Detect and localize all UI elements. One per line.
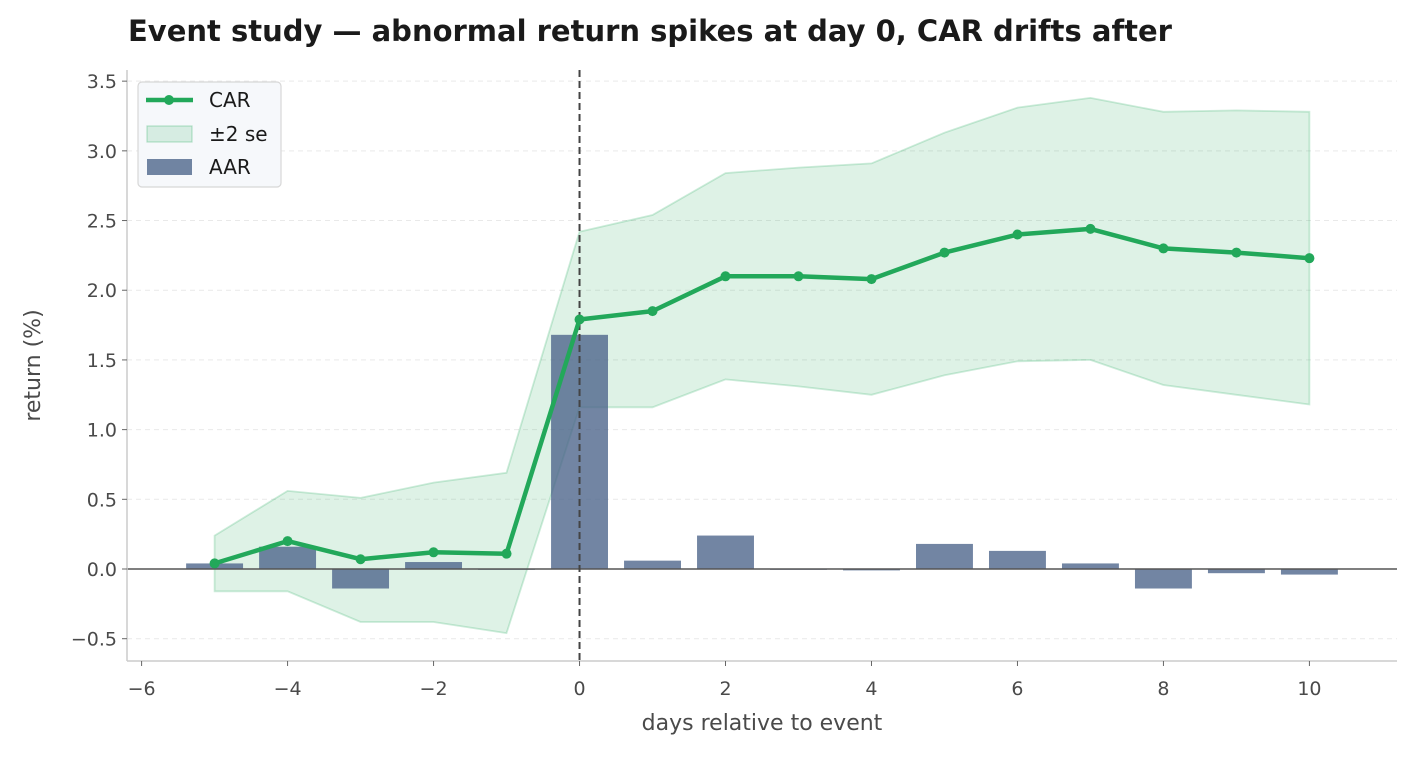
legend-aar-label: AAR <box>209 155 251 179</box>
y-tick-label: 1.0 <box>87 420 117 442</box>
legend-car-label: CAR <box>209 88 251 112</box>
x-tick-label: −6 <box>128 678 156 700</box>
aar-bar-day--2 <box>405 562 463 570</box>
legend-car-marker <box>164 95 174 105</box>
y-tick-label: −0.5 <box>71 629 117 651</box>
x-tick-label: 8 <box>1157 678 1169 700</box>
legend: CAR ±2 se AAR <box>137 81 282 188</box>
car-point-day-9 <box>1231 247 1242 258</box>
x-tick-label: 10 <box>1297 678 1321 700</box>
x-tick-label: 2 <box>719 678 731 700</box>
y-tick-label: 0.5 <box>87 489 117 511</box>
y-tick-label: 1.5 <box>87 350 117 372</box>
x-tick-label: 4 <box>865 678 877 700</box>
car-point-day-5 <box>939 247 950 258</box>
car-point-day-7 <box>1085 223 1096 234</box>
chart-title: Event study — abnormal return spikes at … <box>128 14 1172 48</box>
legend-aar-swatch <box>147 159 192 175</box>
car-point-day-0 <box>574 314 585 325</box>
car-point-day--3 <box>355 554 366 565</box>
car-point-day-6 <box>1012 229 1023 240</box>
car-point-day-2 <box>720 271 731 282</box>
car-point-day-4 <box>866 274 877 285</box>
x-tick-label: −2 <box>420 678 448 700</box>
y-tick-label: 0.0 <box>87 559 117 581</box>
aar-bar-day-10 <box>1280 569 1338 575</box>
aar-bar-day-9 <box>1207 569 1265 574</box>
y-tick-label: 3.5 <box>87 71 117 93</box>
legend-band-swatch <box>146 125 193 143</box>
car-point-day-8 <box>1158 243 1169 254</box>
car-point-day--5 <box>209 558 220 569</box>
car-point-day-1 <box>647 306 658 317</box>
aar-bar-day--3 <box>332 569 390 589</box>
y-tick-label: 3.0 <box>87 141 117 163</box>
x-tick-label: 0 <box>573 678 585 700</box>
car-point-day-10 <box>1304 253 1315 264</box>
x-tick-label: −4 <box>274 678 302 700</box>
band-area <box>213 96 1311 635</box>
car-series-line <box>213 226 1310 566</box>
aar-bar-day-7 <box>1061 563 1119 570</box>
aar-bar-day-2 <box>697 535 754 570</box>
confidence-band <box>213 96 1311 635</box>
legend-band-label: ±2 se <box>209 122 268 146</box>
car-point-day--2 <box>428 547 439 558</box>
car-point-day-3 <box>793 271 804 282</box>
aar-bar-day--4 <box>259 546 317 570</box>
car-point-day--4 <box>282 536 293 547</box>
aar-bar-day-8 <box>1134 569 1192 589</box>
y-tick-label: 2.0 <box>87 280 117 302</box>
aar-bar-day-1 <box>624 560 681 570</box>
x-tick-label: 6 <box>1011 678 1023 700</box>
car-point-day--1 <box>501 548 512 559</box>
reference-lines <box>127 70 1397 661</box>
aar-bar-day-6 <box>988 550 1046 570</box>
aar-bar-day-5 <box>916 543 973 570</box>
y-axis-label: return (%) <box>21 309 46 421</box>
axes: −0.5 0.0 0.5 1.0 1.5 2.0 2.5 3.0 3.5 −6 −4 −2 0 2 4 6 8 1… <box>21 70 1397 736</box>
y-tick-label: 2.5 <box>87 211 117 233</box>
car-line <box>209 223 1315 569</box>
x-axis-label: days relative to event <box>642 711 883 736</box>
